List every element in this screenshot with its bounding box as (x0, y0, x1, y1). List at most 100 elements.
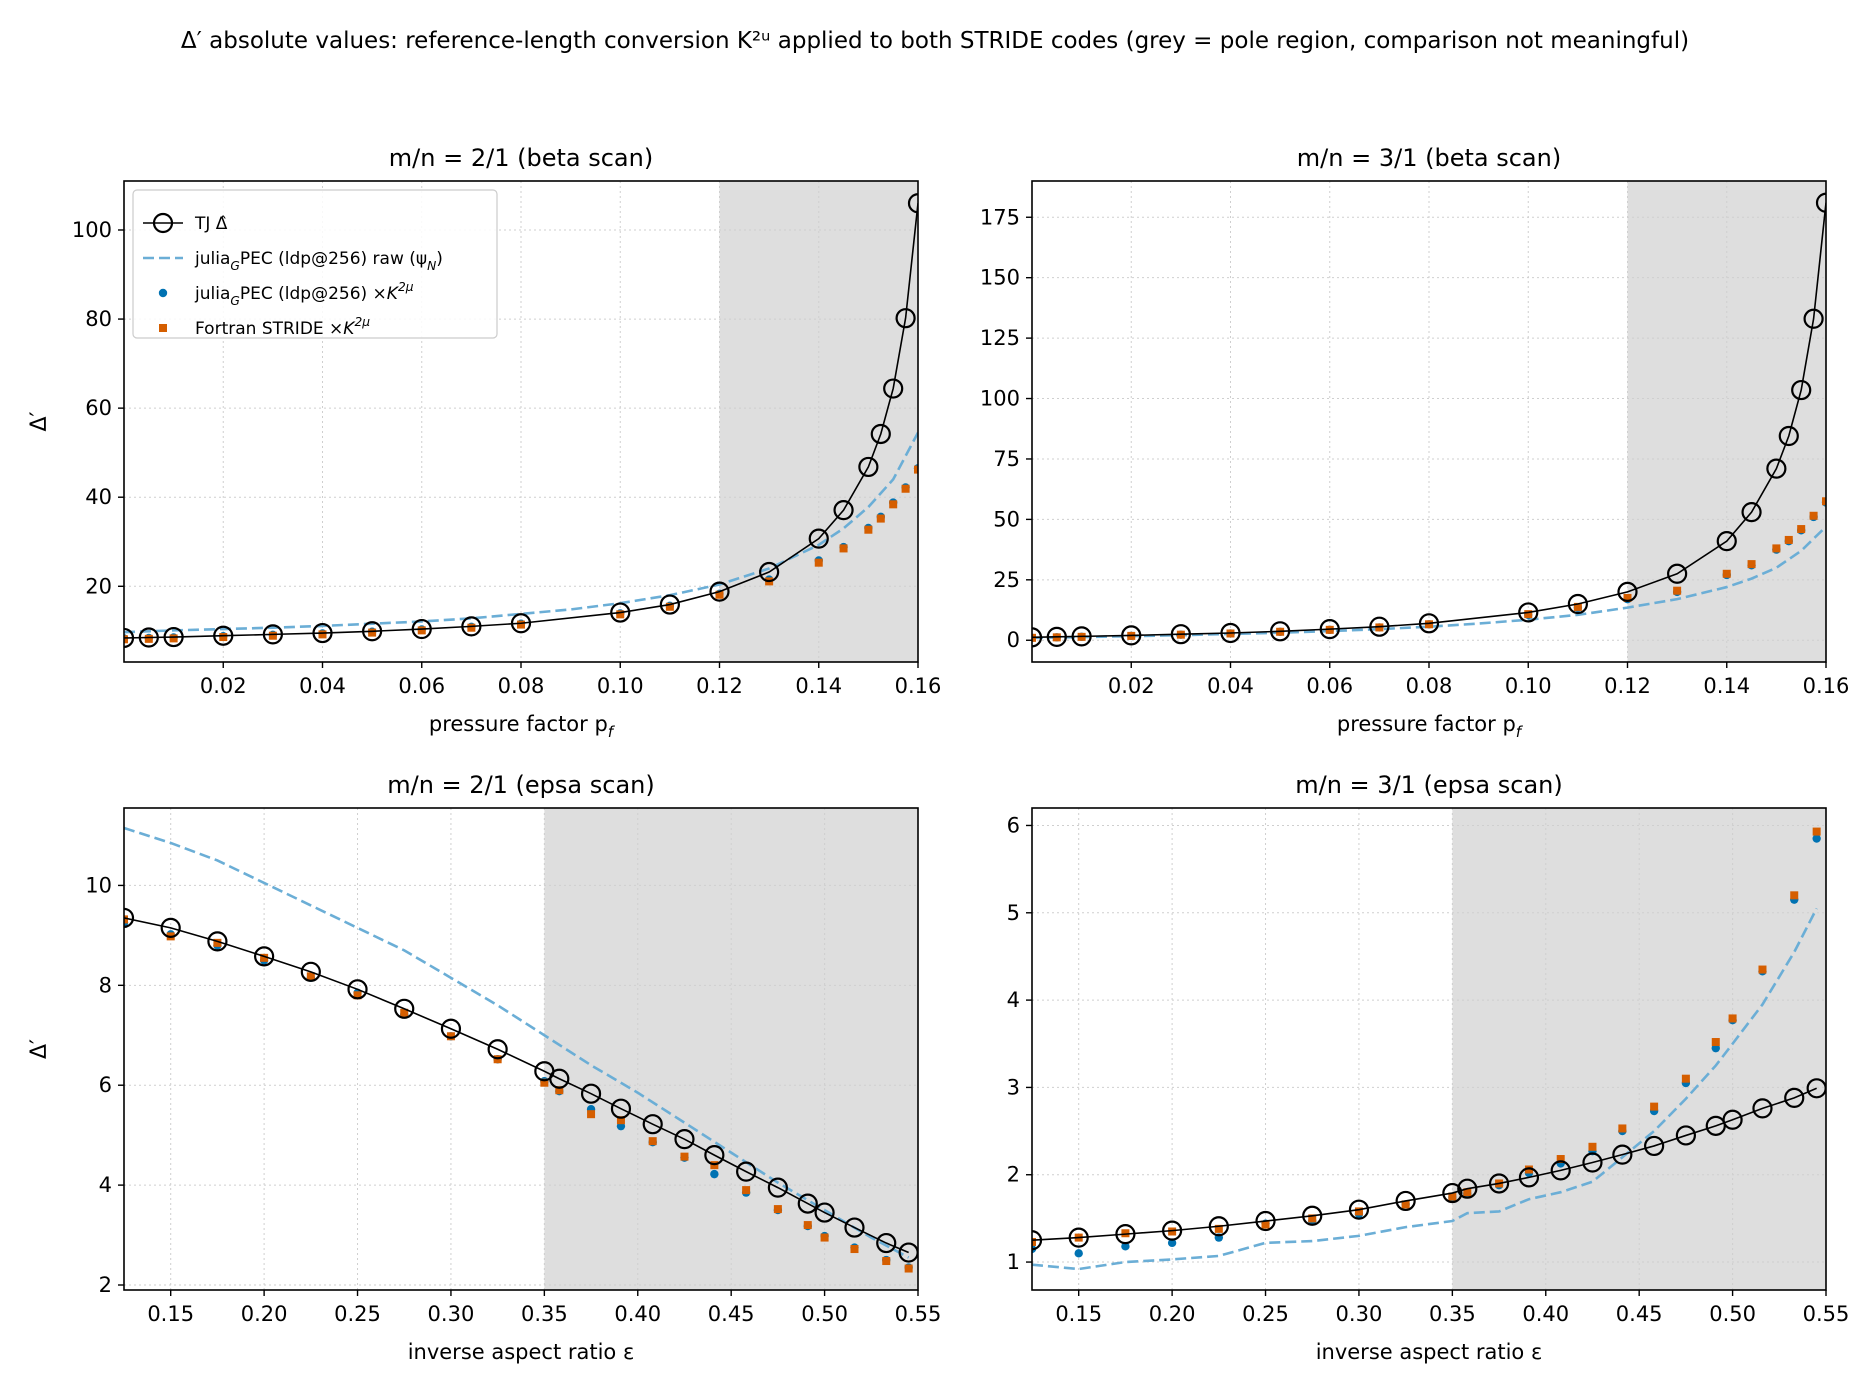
x-tick-label: 0.08 (1406, 674, 1453, 698)
data-point-tj (163, 626, 184, 648)
data-point-tj (394, 998, 415, 1019)
data-point-fortran (517, 620, 525, 629)
data-point-fortran (1524, 1165, 1533, 1174)
y-tick-label: 100 (72, 218, 112, 242)
legend-label: juliaGPEC (ldp@256) ×K2μ (194, 280, 414, 308)
data-point-tj (461, 616, 482, 637)
y-tick-label: 3 (1007, 1075, 1020, 1099)
plot-area (124, 193, 918, 649)
data-point-fortran (882, 1257, 891, 1266)
data-point-fortran (306, 972, 315, 981)
x-tick-label: 0.10 (1505, 674, 1552, 698)
data-point-fortran (1573, 602, 1582, 611)
data-point-tj (1567, 593, 1588, 615)
data-point-tj (362, 621, 383, 642)
data-point-fortran (1822, 497, 1826, 506)
data-point-tj (876, 1232, 897, 1254)
data-point-tj (736, 1161, 757, 1182)
data-point-fortran (1711, 1038, 1720, 1047)
x-tick-label: 0.20 (241, 1302, 288, 1326)
data-point-julia (1121, 1242, 1130, 1251)
data-point-tj (833, 500, 854, 521)
data-point-fortran (901, 484, 910, 493)
data-point-fortran (1623, 593, 1632, 602)
data-point-tj (1612, 1144, 1633, 1165)
data-point-tj (580, 1083, 602, 1104)
legend-box (132, 189, 498, 339)
data-point-fortran (803, 1221, 812, 1230)
data-point-fortran (260, 953, 269, 962)
y-tick-label: 10 (85, 873, 112, 897)
x-tick-label: 0.30 (428, 1302, 475, 1326)
data-point-tj (814, 1202, 835, 1223)
legend-label: juliaGPEC (ldp@256) raw (ψN) (194, 249, 443, 273)
plot-area (124, 826, 918, 1273)
y-tick-label: 60 (85, 396, 112, 420)
x-tick-label: 0.55 (1803, 1302, 1850, 1326)
y-tick-label: 25 (993, 568, 1020, 592)
data-point-fortran (1524, 610, 1533, 619)
data-point-fortran (1261, 1220, 1270, 1229)
data-point-fortran (889, 500, 898, 509)
data-point-tj (1667, 563, 1688, 584)
data-point-fortran (648, 1137, 657, 1146)
data-point-tj (1442, 1182, 1463, 1204)
data-point-fortran (1797, 525, 1806, 534)
data-point-tj (870, 423, 891, 445)
data-point-tj (1418, 613, 1440, 634)
data-point-fortran (144, 634, 153, 643)
data-point-tj (300, 961, 321, 982)
data-point-tj (844, 1217, 865, 1238)
y-tick-label: 0 (1007, 628, 1020, 652)
x-tick-label: 0.12 (696, 674, 743, 698)
data-point-fortran (353, 991, 362, 1000)
y-tick-label: 75 (993, 447, 1020, 471)
data-point-fortran (417, 626, 426, 635)
data-point-tj (1348, 1199, 1370, 1220)
data-point-tj (1784, 1087, 1805, 1108)
axes-frame (1031, 807, 1827, 1291)
data-point-fortran (318, 630, 327, 639)
data-point-tj (883, 378, 904, 399)
data-point-fortran (820, 1233, 829, 1242)
data-point-tj (1550, 1160, 1571, 1181)
x-tick-label: 0.45 (1616, 1302, 1663, 1326)
legend: TJ Δ̂ juliaGPEC (ldp@256) raw (ψN) juliaGP… (132, 189, 498, 339)
data-point-fortran (1032, 1237, 1036, 1246)
series-line-tj (124, 203, 918, 639)
data-point-fortran (742, 1186, 751, 1195)
data-point-fortran (1681, 1074, 1690, 1083)
data-point-fortran (540, 1078, 549, 1087)
data-point-tj (1170, 624, 1191, 645)
data-point-tj (1778, 425, 1799, 447)
data-point-fortran (213, 938, 222, 947)
data-point-fortran (169, 634, 178, 643)
series-line-tj (124, 917, 909, 1254)
data-point-fortran (446, 1032, 455, 1041)
subplot-4: 0.15 0.20 0.25 0.30 0.35 0.40 0.45 0.50 0.55 1 2 3 4… (1007, 771, 1850, 1364)
data-point-fortran (1784, 535, 1793, 544)
data-point-tj (1488, 1173, 1510, 1194)
x-tick-label: 0.50 (801, 1302, 848, 1326)
x-tick-label: 0.12 (1604, 674, 1651, 698)
data-point-fortran (876, 514, 885, 523)
data-point-fortran (400, 1008, 409, 1017)
x-tick-label: 0.04 (299, 674, 346, 698)
data-point-fortran (368, 628, 377, 637)
data-point-tj (1270, 621, 1291, 642)
data-point-fortran (1354, 1207, 1363, 1216)
data-point-tj (1766, 458, 1787, 479)
data-point-fortran (773, 1205, 782, 1214)
x-tick-label: 0.02 (1108, 674, 1155, 698)
subplot-2: 0.02 0.04 0.06 0.08 0.10 0.12 0.14 0.16 0 25 50 75 1… (980, 144, 1849, 741)
data-point-tj (808, 528, 829, 549)
data-point-fortran (1556, 1155, 1565, 1164)
data-point-tj (1518, 1167, 1540, 1188)
data-point-fortran (864, 525, 873, 534)
legend-label: Fortran STRIDE ×K2μ (195, 315, 370, 339)
x-tick-label: 0.14 (795, 674, 842, 698)
data-point-fortran (814, 558, 823, 567)
data-point-tj (1752, 1098, 1773, 1119)
legend-marker-julia (158, 288, 168, 298)
